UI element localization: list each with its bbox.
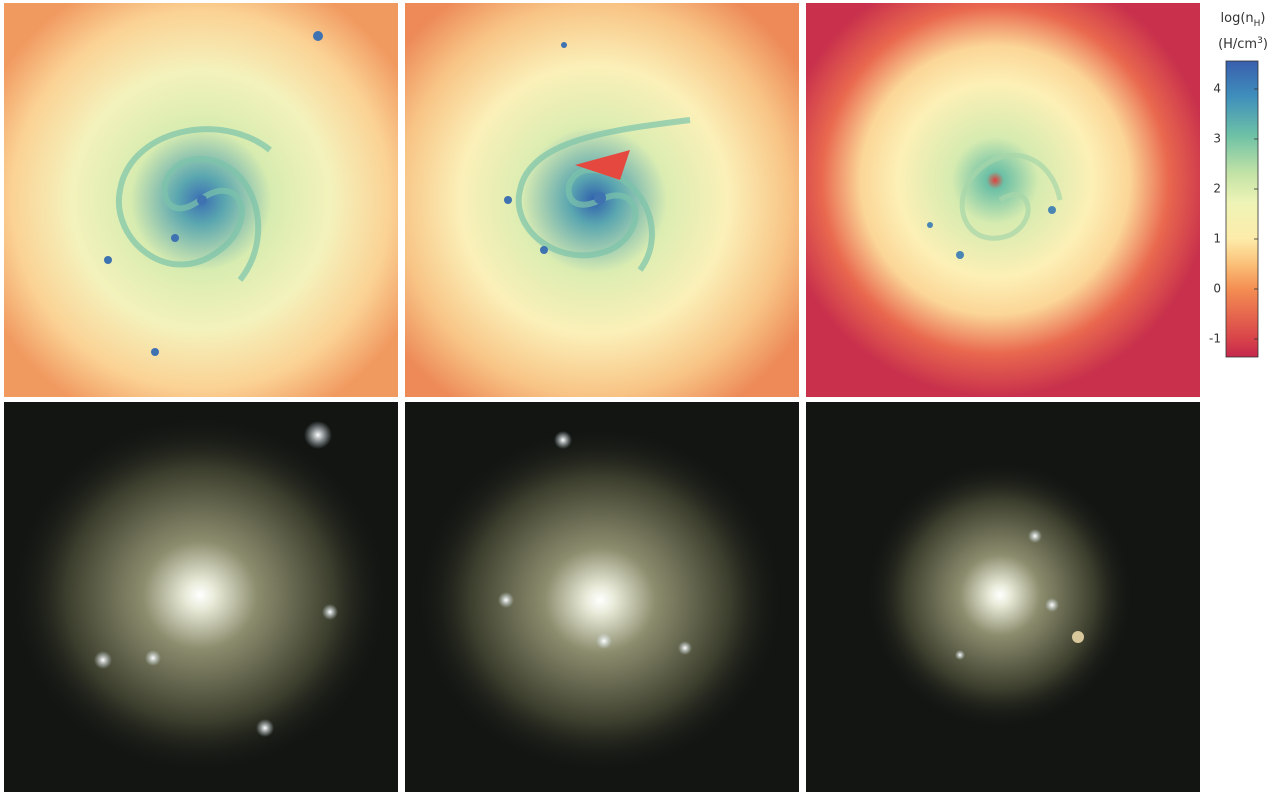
colorbar-units-superscript: 3 xyxy=(1257,36,1263,46)
stellar-panel xyxy=(405,402,799,792)
colorbar-title-suffix: ) xyxy=(1260,11,1265,26)
stellar-panel xyxy=(4,402,398,792)
colorbar-tick-label: 2 xyxy=(1213,182,1221,196)
gas-panel xyxy=(405,3,799,397)
gas-panel xyxy=(4,3,398,397)
colorbar xyxy=(1225,60,1259,358)
colorbar-title-text: log(n xyxy=(1221,11,1254,26)
colorbar-title-subscript: H xyxy=(1254,19,1261,29)
colorbar-tick-label: 3 xyxy=(1213,132,1221,146)
stellar-panel xyxy=(806,402,1200,792)
gas-panel xyxy=(806,3,1200,397)
colorbar-units-text: (H/cm xyxy=(1218,37,1257,52)
colorbar-units: (H/cm3) xyxy=(1218,36,1268,52)
colorbar-title: log(nH) xyxy=(1221,11,1266,29)
colorbar-tick-label: 0 xyxy=(1213,282,1221,296)
colorbar-units-suffix: ) xyxy=(1263,37,1268,52)
colorbar-tick-label: 1 xyxy=(1213,232,1221,246)
colorbar-tick-label: 4 xyxy=(1213,82,1221,96)
colorbar-tick-label: -1 xyxy=(1209,332,1221,346)
